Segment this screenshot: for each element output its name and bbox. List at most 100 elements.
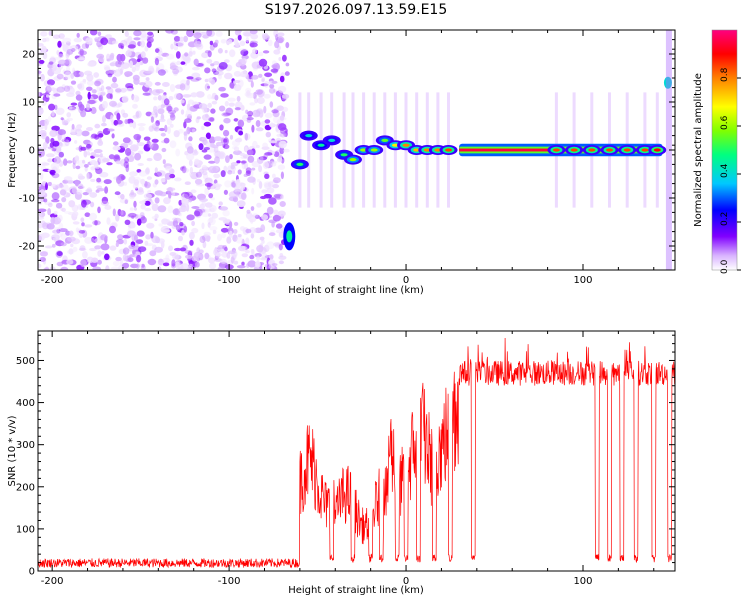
noise-cell <box>138 170 148 177</box>
noise-cell <box>208 136 216 144</box>
noise-cell <box>78 230 86 234</box>
noise-cell <box>278 260 284 265</box>
noise-cell <box>180 99 185 104</box>
noise-cell <box>279 201 286 207</box>
noise-cell <box>271 109 279 114</box>
colorbar <box>712 30 737 270</box>
signal-blob <box>349 158 357 162</box>
noise-cell <box>214 156 220 164</box>
noise-cell <box>104 66 111 71</box>
noise-cell <box>238 130 244 136</box>
noise-cell <box>153 127 160 132</box>
noise-cell <box>56 228 61 234</box>
noise-cell <box>217 266 225 270</box>
noise-cell <box>169 123 174 128</box>
noise-cell <box>85 143 92 149</box>
signal-blob <box>328 138 336 142</box>
noise-cell <box>204 252 210 260</box>
noise-cell <box>261 78 265 83</box>
noise-cell <box>247 155 255 163</box>
noise-cell <box>162 159 166 165</box>
noise-cell <box>217 151 226 160</box>
noise-cell <box>78 185 85 190</box>
colorbar-label: Normalized spectral amplitude <box>693 73 704 227</box>
noise-cell <box>206 30 213 37</box>
noise-cell <box>191 227 199 234</box>
noise-cell <box>243 173 248 177</box>
snr-ylabel: SNR (10 * v/v) <box>7 415 18 486</box>
noise-cell <box>50 216 56 225</box>
noise-cell <box>223 189 228 195</box>
noise-cell <box>263 93 271 99</box>
noise-cell <box>51 199 60 203</box>
noise-cell <box>205 142 212 149</box>
noise-cell <box>245 36 250 43</box>
noise-cell <box>257 96 265 105</box>
noise-cell <box>87 99 96 105</box>
noise-cell <box>129 60 134 69</box>
noise-cell <box>84 236 93 244</box>
noise-cell <box>60 266 69 270</box>
noise-cell <box>235 188 240 197</box>
noise-cell <box>96 86 101 93</box>
noise-cell <box>81 222 85 227</box>
noise-cell <box>218 62 228 70</box>
noise-cell <box>155 236 161 244</box>
noise-cell <box>163 137 170 144</box>
noise-cell <box>260 257 268 261</box>
noise-cell <box>251 124 255 133</box>
noise-cell <box>277 32 285 37</box>
noise-cell <box>82 251 88 259</box>
noise-cell <box>279 115 285 121</box>
noise-cell <box>231 140 241 147</box>
noise-cell <box>157 258 164 266</box>
noise-cell <box>109 100 117 107</box>
noise-cell <box>178 212 183 217</box>
noise-cell <box>209 226 218 231</box>
noise-cell <box>123 181 128 186</box>
noise-cell <box>124 219 131 225</box>
streak-mark <box>307 92 311 208</box>
noise-cell <box>233 84 242 92</box>
noise-cell <box>89 192 98 198</box>
x-tick-label: 100 <box>573 576 592 587</box>
colorbar-ticks: 0.0 0.2 0.4 0.6 0.8 <box>720 67 741 274</box>
noise-cell <box>98 94 104 102</box>
noise-cell <box>239 40 246 47</box>
noise-cell <box>162 262 170 267</box>
noise-cell <box>109 245 117 251</box>
noise-cell <box>66 160 73 164</box>
noise-cell <box>143 193 152 199</box>
noise-cell <box>61 197 67 203</box>
noise-cell <box>215 70 224 76</box>
noise-cell <box>279 253 284 258</box>
noise-cell <box>170 113 176 121</box>
heatmap-marks <box>38 30 672 270</box>
noise-cell <box>251 74 259 80</box>
noise-cell <box>143 80 153 88</box>
noise-cell <box>207 77 214 81</box>
noise-cell <box>154 171 163 177</box>
noise-cell <box>139 263 142 267</box>
noise-cell <box>106 217 111 225</box>
noise-cell <box>213 70 220 76</box>
noise-cell <box>70 73 75 79</box>
noise-cell <box>90 166 96 171</box>
noise-cell <box>272 60 277 66</box>
noise-cell <box>186 126 191 135</box>
y-tick-label: 200 <box>16 482 35 493</box>
noise-cell <box>68 105 73 110</box>
noise-cell <box>38 223 43 229</box>
noise-cell <box>78 50 87 56</box>
noise-cell <box>259 236 265 241</box>
noise-cell <box>154 246 164 253</box>
noise-cell <box>218 105 226 112</box>
noise-cell <box>172 217 178 221</box>
noise-cell <box>222 210 230 217</box>
noise-cell <box>139 212 145 217</box>
noise-cell <box>145 77 150 81</box>
noise-cell <box>66 112 71 118</box>
noise-cell <box>215 182 219 187</box>
noise-cell <box>284 71 290 76</box>
